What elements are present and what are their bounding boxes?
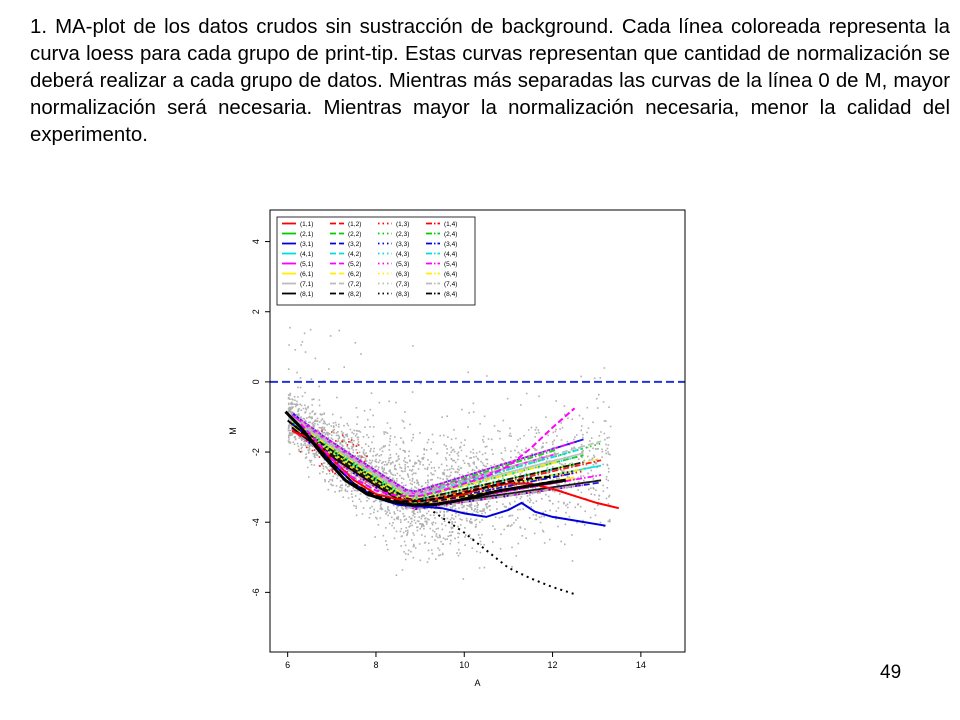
legend-label: (7,3) xyxy=(396,281,409,288)
loess-curve-bundle xyxy=(300,427,584,502)
legend-label: (2,1) xyxy=(300,231,313,238)
legend-label: (4,1) xyxy=(300,251,313,258)
legend-label: (1,4) xyxy=(444,221,457,228)
x-tick-label: 10 xyxy=(459,660,469,670)
y-tick-label: 4 xyxy=(251,239,261,244)
legend-label: (6,1) xyxy=(300,271,313,278)
legend-box xyxy=(276,216,476,306)
x-axis-label: A xyxy=(474,678,480,688)
legend-label: (6,2) xyxy=(348,271,361,278)
loess-curves xyxy=(284,407,620,596)
legend-label: (6,4) xyxy=(444,271,457,278)
loess-curve-bundle xyxy=(291,422,575,504)
legend-label: (3,4) xyxy=(444,241,457,248)
y-tick-label: -4 xyxy=(251,518,261,526)
legend: (1,1) (1,2) (1,3) (1,4) (2,1) (2,2) (2,3) (2,4)… xyxy=(276,216,476,306)
legend-label: (5,4) xyxy=(444,261,457,268)
legend-label: (4,4) xyxy=(444,251,457,258)
legend-label: (5,1) xyxy=(300,261,313,268)
y-tick-label: 2 xyxy=(251,309,261,314)
y-tick-label: -6 xyxy=(251,588,261,596)
legend-label: (2,3) xyxy=(396,231,409,238)
legend-label: (1,1) xyxy=(300,221,313,228)
legend-label: (8,2) xyxy=(348,291,361,298)
axes: 6 8 10 12 14 4 2 0 -2 -4 -6 xyxy=(251,239,646,670)
legend-label: (8,3) xyxy=(396,291,409,298)
legend-label: (8,4) xyxy=(444,291,457,298)
legend-label: (2,2) xyxy=(348,231,361,238)
legend-label: (5,3) xyxy=(396,261,409,268)
legend-label: (2,4) xyxy=(444,231,457,238)
loess-curve-bundle xyxy=(300,435,575,510)
x-tick-label: 8 xyxy=(373,660,378,670)
slide-caption: 1. MA-plot de los datos crudos sin sustr… xyxy=(30,16,950,146)
legend-label: (4,3) xyxy=(396,251,409,258)
legend-label: (3,1) xyxy=(300,241,313,248)
loess-curve-83 xyxy=(432,510,575,596)
legend-label: (1,2) xyxy=(348,221,361,228)
loess-curve-11 xyxy=(291,430,620,510)
legend-label: (3,3) xyxy=(396,241,409,248)
loess-curve-81 xyxy=(284,410,567,507)
loess-curve-84 xyxy=(287,419,553,503)
legend-label: (8,1) xyxy=(300,291,313,298)
legend-label: (7,2) xyxy=(348,281,361,288)
x-tick-label: 14 xyxy=(636,660,646,670)
x-tick-label: 12 xyxy=(548,660,558,670)
legend-label: (7,4) xyxy=(444,281,457,288)
loess-curve-bundle xyxy=(291,411,558,493)
page-number: 49 xyxy=(880,662,902,683)
y-axis-label: M xyxy=(228,427,238,435)
legend-label: (6,3) xyxy=(396,271,409,278)
loess-curve-bundle xyxy=(300,421,602,495)
legend-label: (1,3) xyxy=(396,221,409,228)
y-tick-label: -2 xyxy=(251,448,261,456)
y-tick-label: 0 xyxy=(251,379,261,384)
x-tick-label: 6 xyxy=(285,660,290,670)
legend-label: (7,1) xyxy=(300,281,313,288)
legend-label: (4,2) xyxy=(348,251,361,258)
plot-frame xyxy=(269,209,686,653)
legend-label: (5,2) xyxy=(348,261,361,268)
loess-curve-bundle xyxy=(291,416,584,497)
legend-label: (3,2) xyxy=(348,241,361,248)
loess-curve-52 xyxy=(300,407,576,497)
